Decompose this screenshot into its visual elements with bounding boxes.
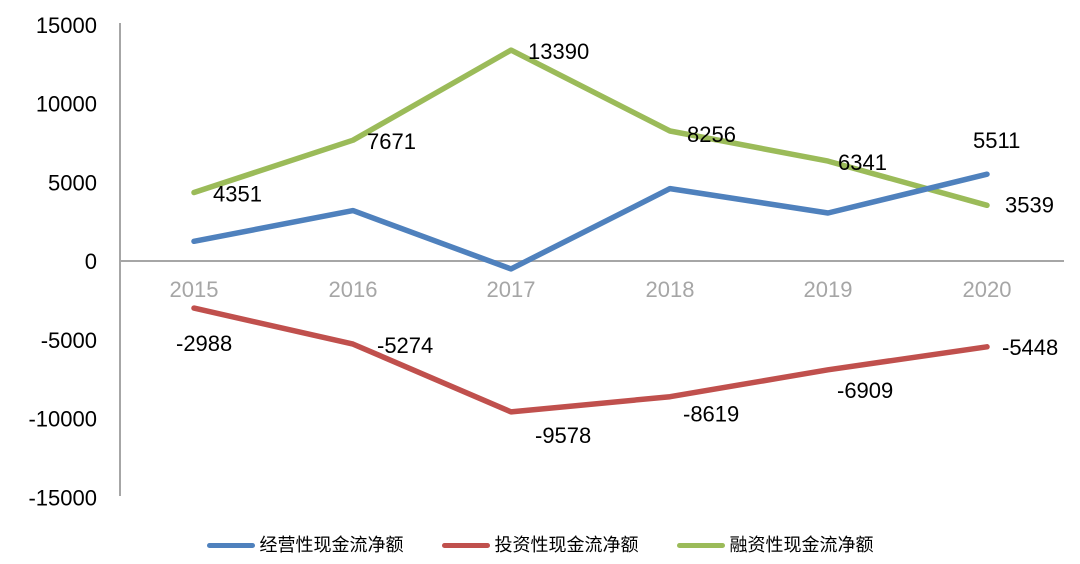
data-point-label: 4351 bbox=[213, 181, 262, 206]
legend-label-financing: 融资性现金流净额 bbox=[729, 535, 874, 555]
chart-legend: 经营性现金流净额 投资性现金流净额 融资性现金流净额 bbox=[0, 536, 1080, 554]
data-point-label: -9578 bbox=[535, 423, 591, 448]
x-axis-year-label: 2019 bbox=[804, 277, 853, 302]
data-point-label: 7671 bbox=[367, 129, 416, 154]
data-point-label: 6341 bbox=[838, 150, 887, 175]
y-axis-tick-label: -5000 bbox=[41, 328, 97, 353]
x-axis-year-label: 2017 bbox=[487, 277, 536, 302]
series-line-investing bbox=[191, 305, 990, 415]
x-axis-year-label: 2015 bbox=[170, 277, 219, 302]
x-axis-year-label: 2016 bbox=[329, 277, 378, 302]
legend-item-financing-cash-flow: 融资性现金流净额 bbox=[676, 535, 874, 555]
data-point-label: -8619 bbox=[683, 402, 739, 427]
data-point-label: -5274 bbox=[377, 333, 433, 358]
y-axis-tick-label: 10000 bbox=[36, 92, 97, 117]
y-axis-tick-label: -10000 bbox=[28, 407, 97, 432]
data-point-label: 5511 bbox=[973, 128, 1020, 153]
x-axis-year-label: 2018 bbox=[646, 277, 695, 302]
y-axis-tick-label: 5000 bbox=[48, 170, 97, 195]
legend-label-operating: 经营性现金流净额 bbox=[259, 535, 404, 555]
data-point-label: 13390 bbox=[528, 39, 589, 64]
legend-line-swatch-financing bbox=[676, 542, 725, 548]
data-point-label: -5448 bbox=[1002, 335, 1058, 360]
series-line-operating bbox=[191, 171, 990, 272]
legend-label-investing: 投资性现金流净额 bbox=[494, 535, 639, 555]
legend-line-swatch-investing bbox=[441, 542, 490, 548]
data-point-label: -2988 bbox=[176, 331, 232, 356]
data-point-label: 8256 bbox=[687, 122, 736, 147]
legend-line-swatch-operating bbox=[206, 542, 255, 548]
series-line-financing bbox=[191, 47, 990, 209]
data-point-label: -6909 bbox=[837, 378, 893, 403]
y-axis-tick-label: 0 bbox=[85, 249, 97, 274]
x-axis-year-label: 2020 bbox=[963, 277, 1012, 302]
legend-item-operating-cash-flow: 经营性现金流净额 bbox=[206, 535, 404, 555]
legend-item-investing-cash-flow: 投资性现金流净额 bbox=[441, 535, 639, 555]
data-point-label: 3539 bbox=[1005, 192, 1054, 217]
y-axis-tick-label: -15000 bbox=[28, 485, 97, 510]
y-axis-tick-label: 15000 bbox=[36, 13, 97, 38]
